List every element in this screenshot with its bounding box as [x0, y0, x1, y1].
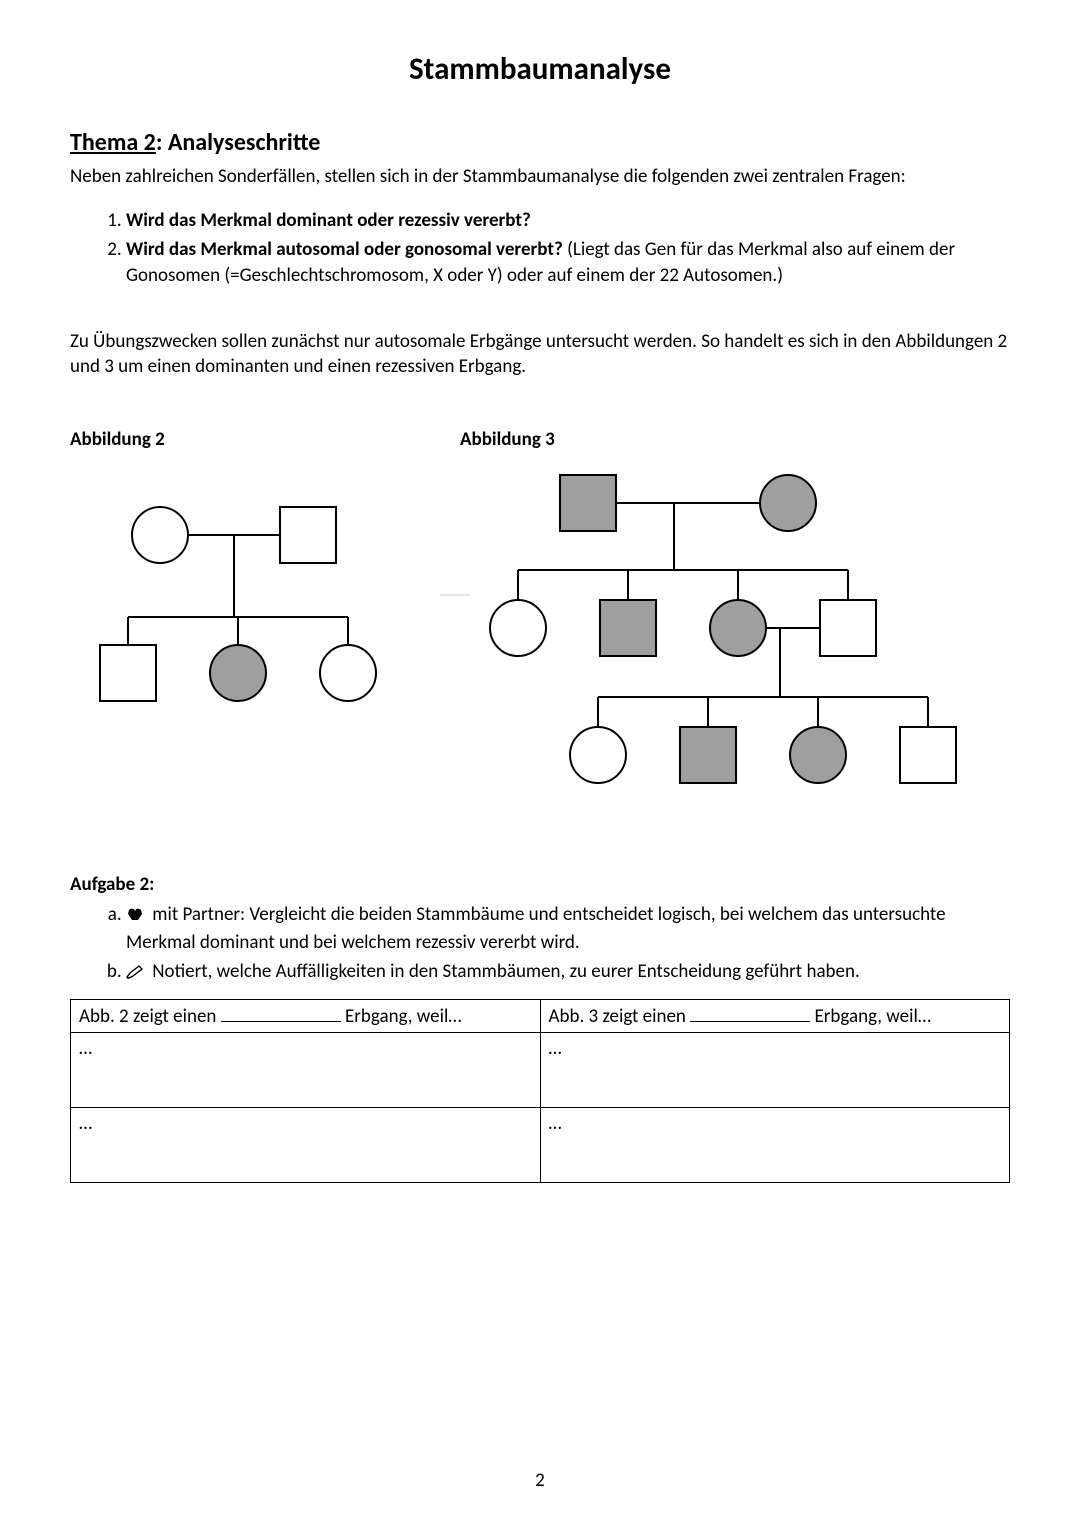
table-header-abb3: Abb. 3 zeigt einen Erbgang, weil…: [540, 999, 1010, 1032]
write-icon: [126, 961, 144, 987]
question-2-bold: Wird das Merkmal autosomal oder gonosoma…: [126, 238, 567, 261]
subtitle-underlined: Thema 2: [70, 128, 156, 157]
intro-text: Neben zahlreichen Sonderfällen, stellen …: [70, 165, 1010, 190]
table-cell-abb2-r1: …: [71, 1032, 541, 1107]
fig2-title: Abbildung 2: [70, 428, 460, 451]
blank-abb2: [221, 1004, 341, 1022]
task-a-text: mit Partner: Vergleicht die beiden Stamm…: [126, 903, 946, 954]
aufgabe-heading: Aufgabe 2:: [70, 873, 1010, 896]
subtitle: Thema 2: Analyseschritte: [70, 128, 1010, 157]
central-questions: Wird das Merkmal dominant oder rezessiv …: [96, 208, 1010, 289]
question-1-bold: Wird das Merkmal dominant oder rezessiv …: [126, 209, 531, 232]
subtitle-rest: : Analyseschritte: [156, 128, 321, 157]
tbl-h1-pre: Abb. 2 zeigt einen: [79, 1005, 221, 1028]
pedigree-3: [440, 465, 1000, 815]
task-list: mit Partner: Vergleicht die beiden Stamm…: [96, 902, 1010, 987]
tbl-h2-post: Erbgang, weil…: [810, 1005, 931, 1028]
partner-icon: [126, 904, 144, 930]
table-cell-abb2-r2: …: [71, 1107, 541, 1182]
table-cell-abb3-r1: …: [540, 1032, 1010, 1107]
task-a: mit Partner: Vergleicht die beiden Stamm…: [126, 902, 1010, 955]
task-b: Notiert, welche Auffälligkeiten in den S…: [126, 959, 1010, 987]
figures-area: [70, 465, 1010, 845]
question-2: Wird das Merkmal autosomal oder gonosoma…: [126, 237, 1010, 288]
table-cell-abb3-r2: …: [540, 1107, 1010, 1182]
table-header-abb2: Abb. 2 zeigt einen Erbgang, weil…: [71, 999, 541, 1032]
blank-abb3: [690, 1004, 810, 1022]
answer-table: Abb. 2 zeigt einen Erbgang, weil… Abb. 3…: [70, 999, 1010, 1183]
tbl-h2-pre: Abb. 3 zeigt einen: [549, 1005, 691, 1028]
exercise-note: Zu Übungszwecken sollen zunächst nur aut…: [70, 329, 1010, 380]
page-title: Stammbaumanalyse: [70, 50, 1010, 88]
tbl-h1-post: Erbgang, weil…: [341, 1005, 462, 1028]
fig3-title: Abbildung 3: [460, 428, 555, 451]
task-b-text: Notiert, welche Auffälligkeiten in den S…: [148, 960, 860, 983]
figure-titles: Abbildung 2 Abbildung 3: [70, 428, 1010, 451]
question-1: Wird das Merkmal dominant oder rezessiv …: [126, 208, 1010, 234]
page-number: 2: [0, 1469, 1080, 1492]
pedigree-2: [70, 485, 410, 725]
